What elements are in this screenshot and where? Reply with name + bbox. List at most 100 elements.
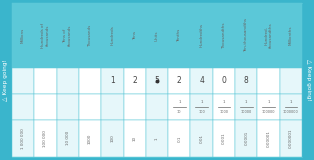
Text: 1: 1 bbox=[223, 100, 225, 104]
Text: △ Keep going!: △ Keep going! bbox=[306, 59, 311, 101]
Bar bbox=[101, 120, 123, 157]
Text: 0.00001: 0.00001 bbox=[267, 130, 271, 147]
Text: Tenths: Tenths bbox=[177, 29, 181, 42]
Bar bbox=[12, 94, 34, 120]
Bar bbox=[123, 3, 146, 68]
Bar bbox=[235, 3, 257, 68]
Bar bbox=[57, 120, 79, 157]
Text: 1: 1 bbox=[178, 100, 181, 104]
Text: 1: 1 bbox=[267, 100, 270, 104]
Text: 0: 0 bbox=[221, 76, 226, 85]
Bar bbox=[123, 94, 146, 120]
Bar bbox=[34, 3, 57, 68]
Text: 1: 1 bbox=[290, 100, 292, 104]
Bar bbox=[235, 68, 257, 94]
Bar bbox=[168, 68, 191, 94]
Bar bbox=[235, 94, 257, 120]
Bar bbox=[213, 94, 235, 120]
Bar bbox=[12, 3, 34, 68]
Text: 1: 1 bbox=[200, 100, 203, 104]
Bar bbox=[146, 3, 168, 68]
Bar bbox=[168, 120, 191, 157]
Bar bbox=[257, 120, 280, 157]
Text: Hundreds of
thousands: Hundreds of thousands bbox=[41, 23, 50, 48]
Bar bbox=[191, 68, 213, 94]
Text: 8: 8 bbox=[244, 76, 249, 85]
Bar bbox=[280, 120, 302, 157]
Bar bbox=[146, 94, 168, 120]
Bar bbox=[280, 68, 302, 94]
Bar bbox=[302, 0, 314, 160]
Text: 4: 4 bbox=[199, 76, 204, 85]
Text: 1: 1 bbox=[110, 76, 115, 85]
Bar bbox=[79, 94, 101, 120]
Text: 1000: 1000 bbox=[219, 110, 229, 114]
Bar bbox=[79, 120, 101, 157]
Bar bbox=[168, 3, 191, 68]
Text: Hundred-
thousandths: Hundred- thousandths bbox=[264, 23, 273, 48]
Bar bbox=[213, 68, 235, 94]
Bar bbox=[235, 120, 257, 157]
Text: 0.1: 0.1 bbox=[177, 135, 181, 142]
Bar bbox=[168, 94, 191, 120]
Text: 1: 1 bbox=[245, 100, 247, 104]
Bar bbox=[123, 120, 146, 157]
Bar bbox=[280, 94, 302, 120]
Bar bbox=[101, 94, 123, 120]
Bar bbox=[101, 3, 123, 68]
Text: 100 000: 100 000 bbox=[43, 130, 47, 147]
Text: Hundredths: Hundredths bbox=[200, 24, 204, 48]
Bar bbox=[146, 120, 168, 157]
Bar bbox=[57, 94, 79, 120]
Text: 0.0001: 0.0001 bbox=[244, 131, 248, 145]
Text: Tens: Tens bbox=[133, 31, 137, 40]
Text: 10 000: 10 000 bbox=[66, 131, 70, 145]
Text: Ten-thousandths: Ten-thousandths bbox=[244, 18, 248, 52]
Bar bbox=[57, 68, 79, 94]
Text: 1: 1 bbox=[155, 137, 159, 140]
Text: Hundreds: Hundreds bbox=[110, 26, 114, 45]
Text: 0.000001: 0.000001 bbox=[289, 129, 293, 148]
Bar bbox=[101, 68, 123, 94]
Text: Tens of
thousands: Tens of thousands bbox=[63, 25, 72, 46]
Text: 10: 10 bbox=[133, 136, 137, 141]
Bar bbox=[79, 3, 101, 68]
Bar bbox=[123, 68, 146, 94]
Text: 2: 2 bbox=[132, 76, 137, 85]
Bar bbox=[280, 3, 302, 68]
Text: Units: Units bbox=[155, 30, 159, 41]
Bar bbox=[34, 120, 57, 157]
Text: 1 000 000: 1 000 000 bbox=[21, 128, 25, 149]
Text: 0.001: 0.001 bbox=[222, 132, 226, 144]
Text: 100: 100 bbox=[110, 135, 114, 142]
Bar bbox=[213, 3, 235, 68]
Bar bbox=[146, 68, 168, 94]
Bar bbox=[79, 68, 101, 94]
Text: 0.01: 0.01 bbox=[200, 134, 204, 143]
Bar bbox=[12, 68, 34, 94]
Text: 1000000: 1000000 bbox=[283, 110, 299, 114]
Bar bbox=[0, 0, 12, 160]
Text: 1000: 1000 bbox=[88, 133, 92, 144]
Text: 2: 2 bbox=[177, 76, 182, 85]
Bar bbox=[213, 120, 235, 157]
Text: 10: 10 bbox=[177, 110, 181, 114]
Bar bbox=[191, 94, 213, 120]
Text: Thousandths: Thousandths bbox=[222, 22, 226, 49]
Bar bbox=[34, 94, 57, 120]
Bar bbox=[257, 94, 280, 120]
Text: Thousands: Thousands bbox=[88, 24, 92, 47]
Text: 5: 5 bbox=[154, 76, 160, 85]
Bar bbox=[257, 3, 280, 68]
Text: Millions: Millions bbox=[21, 28, 25, 43]
Bar bbox=[191, 3, 213, 68]
Bar bbox=[34, 68, 57, 94]
Bar bbox=[57, 3, 79, 68]
Text: Millionths: Millionths bbox=[289, 26, 293, 45]
Text: 100: 100 bbox=[198, 110, 205, 114]
Bar bbox=[12, 120, 34, 157]
Text: △ Keep going!: △ Keep going! bbox=[3, 59, 8, 101]
Bar bbox=[257, 68, 280, 94]
Text: 100000: 100000 bbox=[262, 110, 275, 114]
Text: 10000: 10000 bbox=[241, 110, 252, 114]
